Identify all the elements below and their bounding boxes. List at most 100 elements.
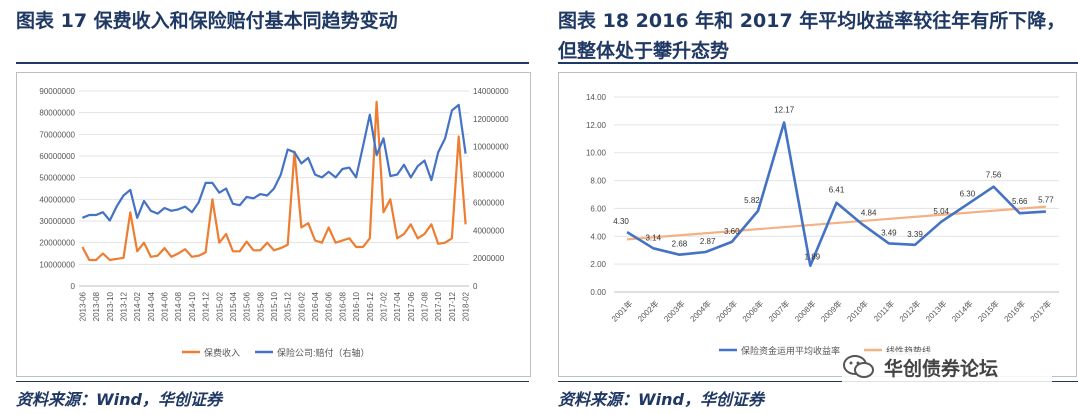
left-xaxis-tick-label: 2014-02: [133, 291, 142, 321]
right-yaxis-tick-label: 0: [473, 282, 478, 291]
data-label: 5.04: [933, 207, 949, 216]
right-bottom-rule: [558, 381, 1078, 382]
xaxis-tick-label: 2010年: [845, 298, 870, 323]
data-label: 6.41: [829, 186, 845, 195]
left-xaxis-tick-label: 2017-02: [379, 291, 388, 321]
left-yaxis-tick-label: 60000000: [39, 152, 75, 161]
yaxis-tick-label: 2.00: [590, 260, 606, 269]
yaxis-tick-label: 0.00: [590, 288, 606, 297]
watermark-text: 华创债券论坛: [884, 357, 999, 380]
right-yaxis-tick-label: 14000000: [473, 87, 509, 96]
left-xaxis-tick-label: 2014-10: [188, 291, 197, 321]
xaxis-tick-label: 2014年: [949, 298, 974, 323]
left-xaxis-tick-label: 2014-04: [147, 291, 156, 321]
data-label: 5.82: [744, 196, 760, 205]
data-label: 4.30: [613, 217, 629, 226]
data-label: 3.14: [645, 233, 661, 242]
left-xaxis-tick-label: 2015-08: [256, 291, 265, 321]
left-yaxis-tick-label: 30000000: [39, 217, 75, 226]
left-xaxis-tick-label: 2013-12: [119, 291, 128, 321]
data-label: 7.56: [986, 171, 1002, 180]
watermark: 华创债券论坛: [842, 352, 1052, 382]
data-label: 5.66: [1012, 197, 1028, 206]
left-xaxis-tick-label: 2016-02: [297, 291, 306, 321]
right-yaxis-tick-label: 2000000: [473, 254, 505, 263]
right-chart-frame: 0.00 2.00 4.00 6.00 8.00 10.00 12.00 14.00 2001年…: [558, 72, 1077, 377]
xaxis-tick-label: 2009年: [819, 298, 844, 323]
legend-label: 保险公司:赔付（右轴）: [277, 347, 370, 358]
left-xaxis-tick-label: 2014-08: [174, 291, 183, 321]
left-yaxis-tick-label: 70000000: [39, 130, 75, 139]
left-xaxis-tick-label: 2017-08: [421, 291, 430, 321]
left-xaxis-tick-label: 2013-06: [78, 291, 87, 321]
xaxis-tick-label: 2004年: [688, 298, 713, 323]
left-xaxis-tick-label: 2016-04: [311, 291, 320, 321]
left-yaxis-tick-label: 80000000: [39, 109, 75, 118]
left-xaxis-tick-label: 2017-12: [448, 291, 457, 321]
data-label: 6.30: [960, 189, 976, 198]
right-yaxis-tick-label: 6000000: [473, 198, 505, 207]
xaxis-tick-label: 2012年: [897, 298, 922, 323]
left-xaxis-tick-label: 2018-02: [462, 291, 471, 321]
data-label: 5.77: [1038, 196, 1054, 205]
left-yaxis-tick-label: 20000000: [39, 239, 75, 248]
insurance-yield-line: [626, 121, 1046, 267]
left-source-note: 资料来源：Wind，华创证券: [16, 390, 222, 409]
left-yaxis-tick-label: 50000000: [39, 174, 75, 183]
right-title-line1: 图表 18 2016 年和 2017 年平均收益率较往年有所下降，: [558, 10, 1066, 32]
legend-label: 保险资金运用平均收益率: [741, 345, 840, 356]
left-yaxis-tick-label: 10000000: [39, 260, 75, 269]
left-panel: 图表 17 保费收入和保险赔付基本同趋势变动 0 10000000 20000000…: [0, 0, 535, 414]
data-label: 3.39: [907, 230, 923, 239]
left-bottom-rule: [16, 381, 529, 382]
xaxis-tick-label: 2013年: [923, 298, 948, 323]
left-xaxis-tick-label: 2015-02: [215, 291, 224, 321]
left-chart-title: 图表 17 保费收入和保险赔付基本同趋势变动: [16, 10, 398, 32]
right-yaxis-tick-label: 8000000: [473, 171, 505, 180]
premium-income-line: [81, 100, 467, 262]
right-yaxis-tick-label: 12000000: [473, 115, 509, 124]
claims-payment-line: [81, 103, 467, 222]
right-source-note: 资料来源：Wind，华创证券: [558, 390, 764, 409]
right-top-rule: [558, 62, 1078, 64]
xaxis-tick-label: 2011年: [871, 298, 896, 323]
left-yaxis-tick-label: 0: [71, 282, 76, 291]
left-xaxis-tick-label: 2016-12: [366, 291, 375, 321]
right-panel: 图表 18 2016 年和 2017 年平均收益率较往年有所下降， 但整体处于攀…: [548, 0, 1078, 414]
data-label: 12.17: [774, 105, 795, 114]
left-xaxis-tick-label: 2014-06: [161, 291, 170, 321]
right-title-line2: 但整体处于攀升态势: [558, 40, 730, 62]
legend-label: 线性趋势线: [886, 345, 931, 356]
left-line-chart: 0100000002000000030000000400000005000000…: [39, 87, 509, 358]
right-yaxis-tick-label: 4000000: [473, 226, 505, 235]
legend-label: 保费收入: [204, 347, 240, 358]
xaxis-tick-label: 2016年: [1002, 298, 1027, 323]
xaxis-tick-label: 2003年: [662, 298, 687, 323]
yaxis-tick-label: 6.00: [590, 204, 606, 213]
left-xaxis-tick-label: 2017-10: [434, 291, 443, 321]
left-yaxis-tick-label: 90000000: [39, 87, 75, 96]
left-chart-frame: 0 10000000 20000000 30000000 40000000 5000000…: [16, 72, 531, 377]
wechat-logo-icon: [843, 355, 874, 378]
xaxis-tick-label: 2002年: [635, 298, 660, 323]
left-xaxis-tick-label: 2017-06: [407, 291, 416, 321]
data-label: 1.89: [805, 253, 821, 262]
left-yaxis-tick-label: 40000000: [39, 195, 75, 204]
data-label: 3.60: [724, 227, 740, 236]
data-label: 2.87: [700, 237, 716, 246]
left-xaxis-tick-label: 2016-10: [352, 291, 361, 321]
xaxis-tick-label: 2017年: [1028, 298, 1053, 323]
xaxis-tick-label: 2006年: [740, 298, 765, 323]
left-xaxis-tick-label: 2014-12: [202, 291, 211, 321]
left-xaxis-tick-label: 2015-10: [270, 291, 279, 321]
left-top-rule: [16, 62, 529, 64]
left-xaxis-tick-label: 2013-10: [106, 291, 115, 321]
xaxis-tick-label: 2007年: [766, 298, 791, 323]
xaxis-tick-label: 2008年: [792, 298, 817, 323]
yaxis-tick-label: 14.00: [586, 93, 607, 102]
data-label: 2.68: [672, 240, 688, 249]
yaxis-tick-label: 8.00: [590, 177, 606, 186]
xaxis-tick-label: 2015年: [976, 298, 1001, 323]
left-xaxis-tick-label: 2015-12: [284, 291, 293, 321]
xaxis-tick-label: 2005年: [714, 298, 739, 323]
